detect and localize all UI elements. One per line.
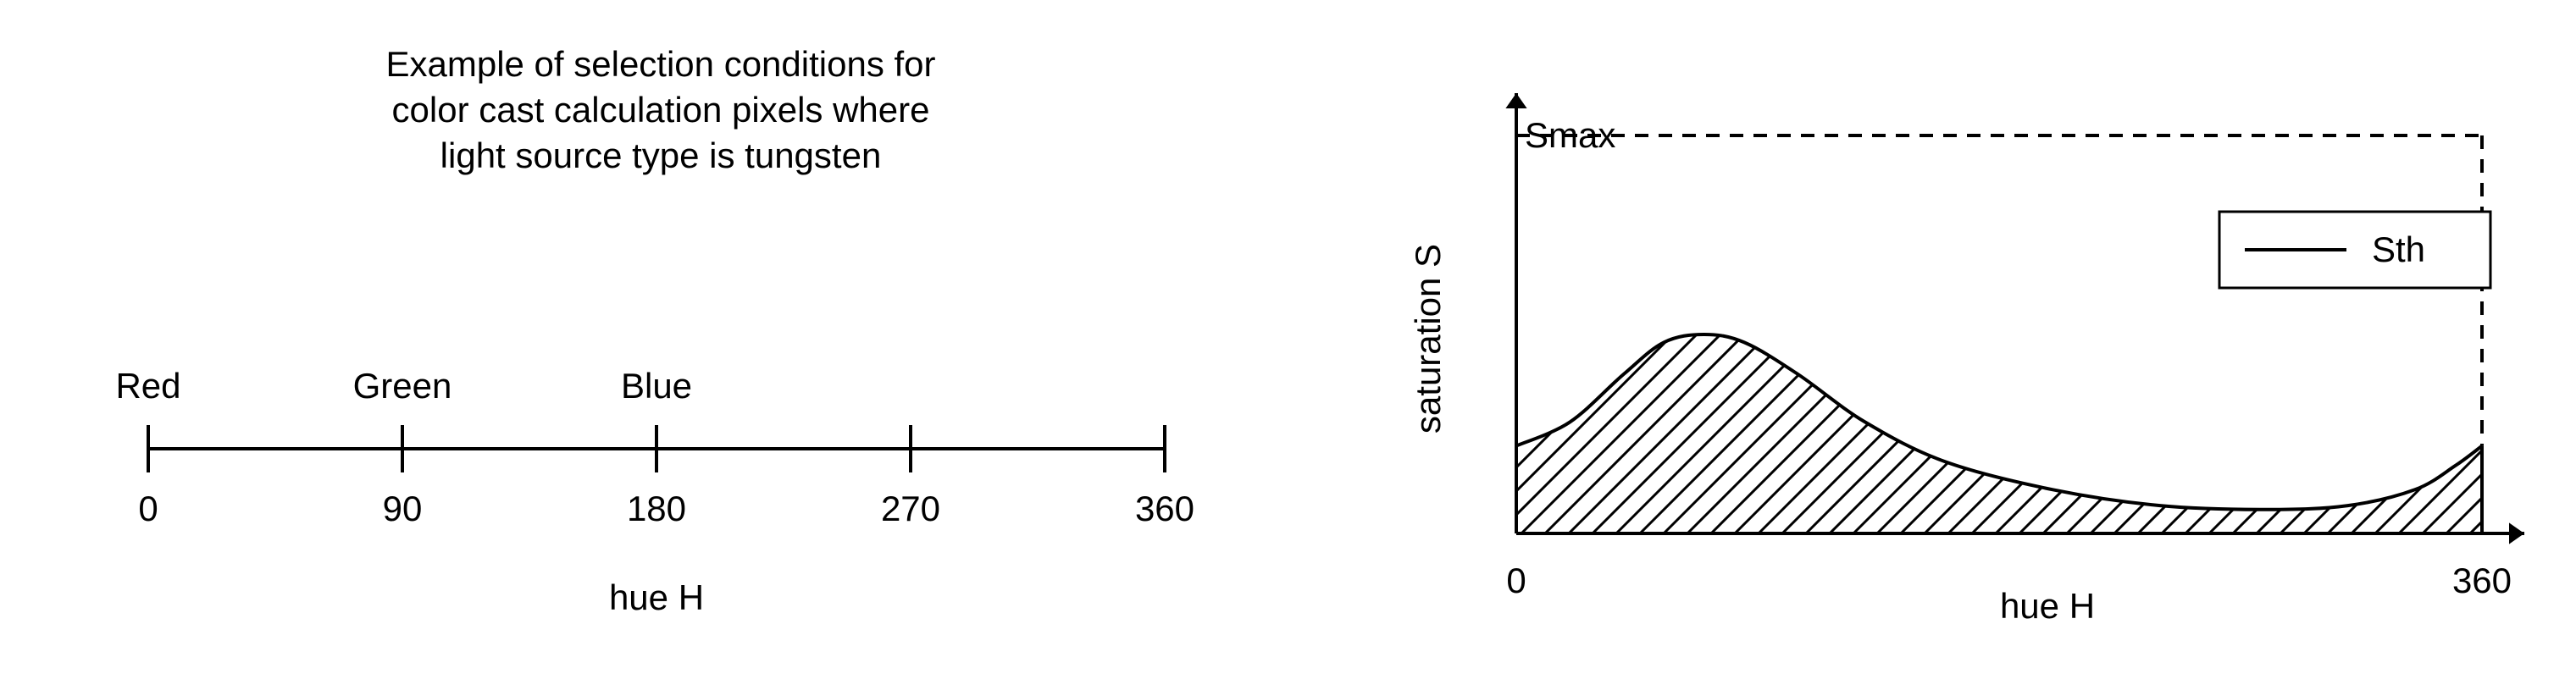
figure-stage: Example of selection conditions for color… bbox=[0, 0, 2576, 685]
left-color-label: Red bbox=[115, 366, 180, 406]
left-color-label: Green bbox=[353, 366, 452, 406]
left-title-line: Example of selection conditions for bbox=[385, 44, 935, 84]
left-color-label: Blue bbox=[621, 366, 692, 406]
right-xtick-label: 0 bbox=[1506, 561, 1526, 600]
left-tick-label: 180 bbox=[627, 489, 686, 528]
left-title-line: color cast calculation pixels where bbox=[392, 90, 930, 130]
smax-label: Smax bbox=[1525, 115, 1615, 155]
left-axis-label: hue H bbox=[609, 577, 704, 617]
right-xtick-label: 360 bbox=[2452, 561, 2512, 600]
hatch-area bbox=[1118, 135, 2576, 533]
left-tick-label: 270 bbox=[881, 489, 940, 528]
left-tick-label: 0 bbox=[138, 489, 158, 528]
legend-label: Sth bbox=[2372, 229, 2425, 269]
right-y-axis-label: saturation S bbox=[1408, 244, 1448, 434]
right-x-axis-label: hue H bbox=[2000, 586, 2095, 626]
left-tick-label: 360 bbox=[1135, 489, 1194, 528]
figure-svg: Example of selection conditions for color… bbox=[0, 0, 2576, 685]
y-axis-arrow bbox=[1505, 93, 1526, 108]
x-axis-arrow bbox=[2509, 522, 2524, 544]
left-tick-label: 90 bbox=[383, 489, 423, 528]
left-title-line: light source type is tungsten bbox=[440, 135, 882, 175]
